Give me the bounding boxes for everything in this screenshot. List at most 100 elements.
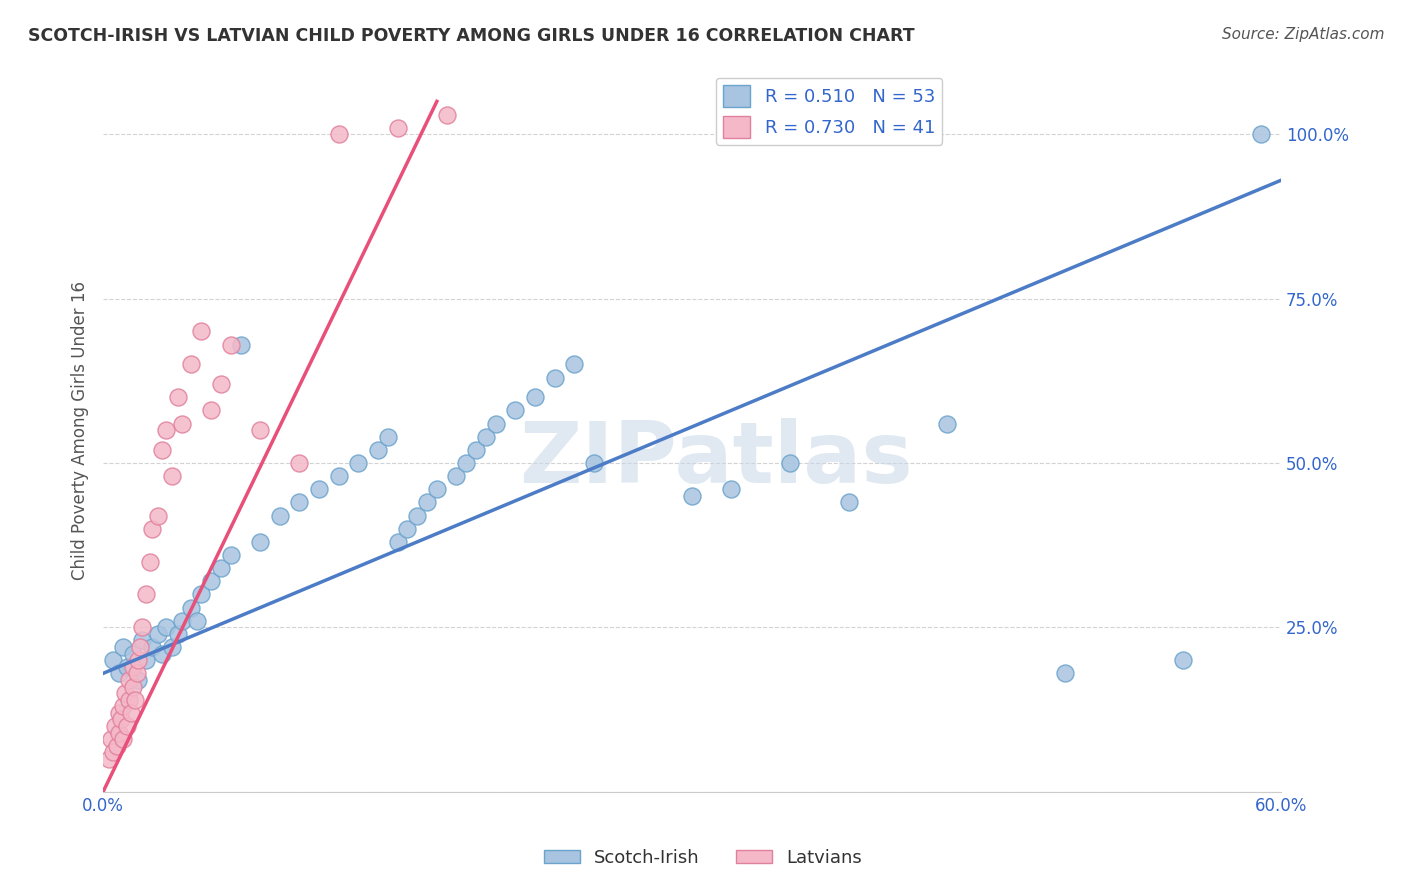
Point: [288, 456, 311, 470]
Point: [98, 752, 121, 766]
Point: [543, 370, 565, 384]
Point: [328, 469, 350, 483]
Point: [131, 633, 153, 648]
Point: [139, 555, 162, 569]
Point: [446, 469, 468, 483]
Point: [249, 534, 271, 549]
Point: [505, 403, 527, 417]
Point: [129, 640, 152, 654]
Point: [219, 337, 242, 351]
Point: [141, 640, 163, 654]
Point: [127, 673, 149, 687]
Point: [200, 403, 222, 417]
Point: [150, 442, 173, 457]
Point: [115, 719, 138, 733]
Point: [121, 647, 143, 661]
Point: [125, 666, 148, 681]
Point: [269, 508, 291, 523]
Point: [108, 725, 131, 739]
Point: [219, 548, 242, 562]
Point: [120, 706, 142, 720]
Point: [166, 390, 188, 404]
Point: [406, 508, 429, 523]
Point: [562, 357, 585, 371]
Point: [131, 620, 153, 634]
Point: [111, 699, 134, 714]
Point: [436, 107, 458, 121]
Point: [838, 495, 860, 509]
Point: [170, 417, 193, 431]
Point: [347, 456, 370, 470]
Point: [141, 522, 163, 536]
Point: [456, 456, 478, 470]
Y-axis label: Child Poverty Among Girls Under 16: Child Poverty Among Girls Under 16: [72, 281, 89, 580]
Point: [104, 719, 127, 733]
Point: [582, 456, 605, 470]
Point: [377, 430, 399, 444]
Point: [108, 666, 131, 681]
Point: [117, 692, 139, 706]
Point: [135, 653, 157, 667]
Text: ZIPatlas: ZIPatlas: [519, 417, 912, 500]
Point: [681, 489, 703, 503]
Point: [249, 423, 271, 437]
Point: [190, 325, 212, 339]
Point: [1053, 666, 1076, 681]
Point: [1250, 128, 1272, 142]
Point: [170, 614, 193, 628]
Point: [396, 522, 419, 536]
Point: [101, 653, 124, 667]
Point: [209, 377, 232, 392]
Point: [367, 442, 389, 457]
Point: [121, 660, 143, 674]
Point: [146, 508, 169, 523]
Point: [110, 712, 132, 726]
Point: [121, 680, 143, 694]
Point: [524, 390, 547, 404]
Point: [117, 673, 139, 687]
Point: [180, 600, 202, 615]
Point: [416, 495, 439, 509]
Point: [105, 739, 128, 753]
Point: [160, 640, 183, 654]
Point: [308, 483, 330, 497]
Point: [465, 442, 488, 457]
Point: [387, 120, 409, 135]
Point: [114, 686, 136, 700]
Point: [720, 483, 742, 497]
Point: [387, 534, 409, 549]
Legend: Scotch-Irish, Latvians: Scotch-Irish, Latvians: [537, 842, 869, 874]
Point: [936, 417, 959, 431]
Point: [209, 561, 232, 575]
Point: [485, 417, 508, 431]
Legend: R = 0.510   N = 53, R = 0.730   N = 41: R = 0.510 N = 53, R = 0.730 N = 41: [716, 78, 942, 145]
Point: [100, 732, 122, 747]
Point: [180, 357, 202, 371]
Point: [115, 660, 138, 674]
Point: [127, 653, 149, 667]
Point: [229, 337, 252, 351]
Point: [426, 483, 449, 497]
Point: [186, 614, 208, 628]
Text: SCOTCH-IRISH VS LATVIAN CHILD POVERTY AMONG GIRLS UNDER 16 CORRELATION CHART: SCOTCH-IRISH VS LATVIAN CHILD POVERTY AM…: [28, 27, 915, 45]
Point: [108, 706, 131, 720]
Point: [190, 587, 212, 601]
Point: [155, 620, 177, 634]
Point: [475, 430, 498, 444]
Point: [101, 745, 124, 759]
Text: Source: ZipAtlas.com: Source: ZipAtlas.com: [1222, 27, 1385, 42]
Point: [1171, 653, 1194, 667]
Point: [166, 627, 188, 641]
Point: [111, 732, 134, 747]
Point: [328, 128, 350, 142]
Point: [288, 495, 311, 509]
Point: [111, 640, 134, 654]
Point: [200, 574, 222, 589]
Point: [155, 423, 177, 437]
Point: [160, 469, 183, 483]
Point: [124, 692, 146, 706]
Point: [779, 456, 801, 470]
Point: [135, 587, 157, 601]
Point: [146, 627, 169, 641]
Point: [150, 647, 173, 661]
